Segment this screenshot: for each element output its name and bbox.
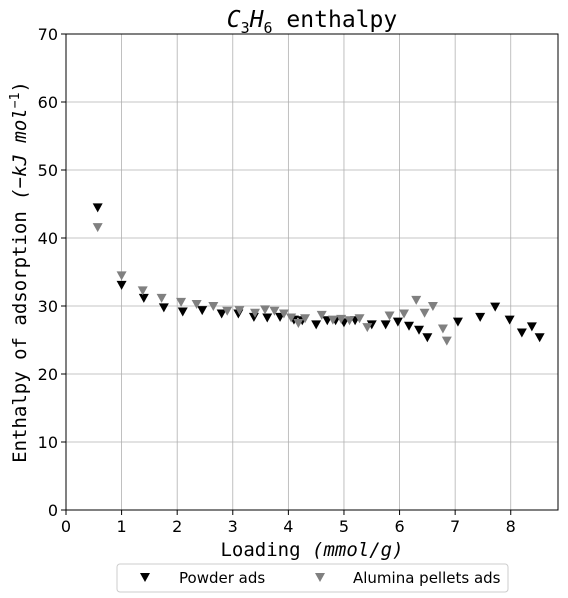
x-tick-label: 2: [172, 517, 182, 536]
data-point-alumina: [293, 319, 304, 328]
y-tick-label: 40: [38, 229, 58, 248]
data-point-powder: [516, 328, 527, 338]
y-tick-label: 20: [38, 365, 58, 384]
data-point-alumina: [411, 295, 422, 305]
legend: Powder ads Alumina pellets ads: [116, 563, 509, 593]
data-point-alumina: [336, 314, 347, 324]
chart-title: C3H6 enthalpy: [227, 7, 397, 37]
title-sub-6: 6: [264, 19, 273, 37]
x-tick-label: 1: [116, 517, 126, 536]
data-point-powder: [158, 303, 169, 313]
y-tick-label: 10: [38, 433, 58, 452]
data-point-alumina: [419, 308, 430, 318]
data-point-powder: [392, 317, 403, 327]
data-point-powder: [216, 309, 227, 319]
x-tick-label: 0: [61, 517, 71, 536]
data-point-powder: [452, 317, 463, 327]
data-point-alumina: [327, 315, 338, 325]
data-point-alumina: [208, 302, 219, 311]
data-point-powder: [197, 306, 208, 316]
data-point-alumina: [316, 310, 327, 320]
data-point-alumina: [362, 323, 373, 333]
data-point-powder: [92, 203, 103, 213]
axis-ticks: 0 1 2 3 4 5 6 7 8 0 10 20 30 40 50 60 70: [38, 25, 516, 536]
data-point-powder: [380, 320, 391, 330]
data-point-powder: [116, 280, 127, 290]
data-point-powder: [422, 333, 433, 343]
x-tick-label: 4: [283, 517, 293, 536]
data-point-alumina: [234, 306, 245, 316]
legend-box: [116, 563, 509, 593]
data-point-alumina: [300, 314, 311, 324]
data-point-powder: [262, 313, 273, 323]
data-point-powder: [526, 322, 537, 332]
data-point-alumina: [399, 309, 410, 319]
legend-label-alumina: Alumina pellets ads: [353, 569, 501, 587]
data-point-alumina: [191, 299, 202, 309]
data-point-alumina: [137, 286, 148, 296]
data-point-powder: [404, 321, 415, 331]
x-tick-label: 7: [450, 517, 460, 536]
data-point-powder: [534, 333, 545, 343]
x-axis-label: Loading (mmol/g): [220, 539, 403, 561]
data-point-alumina: [384, 311, 395, 321]
legend-label-powder: Powder ads: [179, 569, 265, 587]
y-tick-label: 0: [48, 501, 58, 520]
data-point-powder: [414, 325, 425, 335]
title-c: C: [227, 7, 241, 33]
data-point-powder: [490, 302, 501, 312]
x-tick-label: 5: [339, 517, 349, 536]
x-tick-label: 6: [394, 517, 404, 536]
y-tick-label: 30: [38, 297, 58, 316]
data-point-alumina: [286, 313, 297, 323]
data-point-powder: [504, 315, 515, 325]
title-sub-3: 3: [241, 19, 250, 37]
x-tick-label: 8: [506, 517, 516, 536]
data-point-powder: [177, 307, 188, 317]
data-point-powder: [475, 312, 486, 322]
data-point-alumina: [269, 306, 280, 316]
plot-frame: [65, 33, 559, 511]
data-point-alumina: [116, 271, 127, 281]
data-point-alumina: [278, 309, 289, 319]
y-tick-label: 50: [38, 161, 58, 180]
grid-lines: [65, 33, 558, 511]
data-point-powder: [311, 320, 322, 330]
data-point-alumina: [354, 314, 365, 324]
x-tick-label: 3: [228, 517, 238, 536]
data-point-alumina: [176, 297, 187, 307]
data-point-alumina: [437, 324, 448, 334]
data-point-alumina: [222, 306, 233, 316]
data-point-alumina: [344, 316, 355, 326]
title-rest: enthalpy: [273, 7, 398, 33]
y-tick-label: 60: [38, 93, 58, 112]
legend-marker-alumina: [315, 573, 325, 582]
data-point-alumina: [427, 302, 438, 311]
data-point-alumina: [441, 336, 452, 346]
data-point-powder: [366, 320, 377, 330]
y-axis-label: Enthalpy of adsorption (−kJ mol−1): [8, 81, 31, 463]
data-point-powder: [138, 293, 149, 303]
data-point-alumina: [92, 223, 103, 233]
data-point-alumina: [250, 308, 261, 318]
legend-marker-powder: [140, 573, 150, 582]
data-points: [92, 203, 545, 346]
title-h: H: [249, 7, 264, 33]
data-point-alumina: [260, 305, 271, 315]
data-point-alumina: [156, 293, 167, 303]
y-tick-label: 70: [38, 25, 58, 44]
